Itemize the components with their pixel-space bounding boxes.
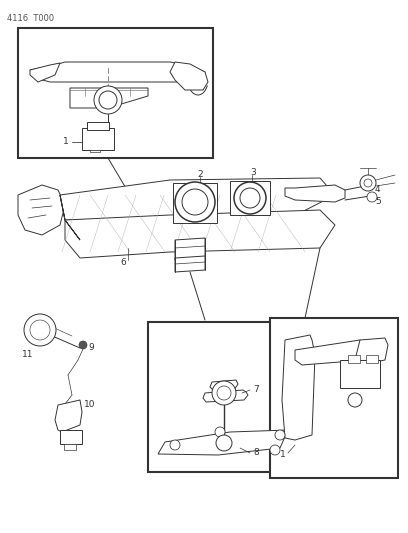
Polygon shape [60, 178, 335, 220]
Circle shape [24, 314, 56, 346]
Bar [348, 355, 360, 363]
Bar [230, 181, 270, 215]
Circle shape [170, 440, 180, 450]
Circle shape [275, 430, 285, 440]
Circle shape [175, 182, 215, 222]
Text: 5: 5 [375, 197, 381, 206]
Circle shape [182, 189, 208, 215]
Polygon shape [158, 430, 288, 455]
Polygon shape [70, 88, 148, 108]
Text: 6: 6 [120, 258, 126, 267]
Text: 3: 3 [250, 168, 256, 177]
Polygon shape [203, 390, 248, 402]
Bar [87, 122, 109, 130]
Polygon shape [65, 210, 335, 258]
Circle shape [364, 179, 372, 187]
Circle shape [216, 435, 232, 451]
Circle shape [270, 445, 280, 455]
Circle shape [240, 188, 260, 208]
Polygon shape [355, 338, 388, 365]
Text: 4116  T000: 4116 T000 [7, 14, 54, 23]
Circle shape [30, 320, 50, 340]
Text: 7: 7 [253, 385, 259, 394]
Bar [82, 128, 114, 150]
Polygon shape [55, 400, 82, 432]
Circle shape [215, 427, 225, 437]
Circle shape [94, 86, 122, 114]
Circle shape [217, 386, 231, 400]
Circle shape [99, 91, 117, 109]
Text: 11: 11 [22, 350, 33, 359]
Polygon shape [30, 62, 205, 82]
Text: 8: 8 [253, 448, 259, 457]
Polygon shape [175, 238, 205, 260]
Polygon shape [90, 150, 100, 152]
Bar [148, 322, 293, 472]
Polygon shape [18, 185, 65, 235]
Polygon shape [282, 335, 315, 440]
Text: 9: 9 [88, 343, 94, 352]
Bar [340, 360, 380, 388]
Circle shape [367, 192, 377, 202]
Polygon shape [64, 444, 76, 450]
Circle shape [79, 341, 87, 349]
Text: 10: 10 [84, 400, 95, 409]
Polygon shape [285, 185, 345, 202]
Text: 1: 1 [63, 137, 69, 146]
Bar [18, 28, 213, 158]
Polygon shape [295, 340, 368, 365]
Circle shape [234, 182, 266, 214]
Bar [60, 430, 82, 444]
Circle shape [212, 381, 236, 405]
Bar [270, 318, 398, 478]
Polygon shape [210, 380, 238, 391]
Bar [366, 355, 378, 363]
Text: 4: 4 [375, 185, 381, 194]
Circle shape [360, 175, 376, 191]
Text: 1: 1 [280, 450, 286, 459]
Polygon shape [60, 195, 80, 240]
Text: 2: 2 [197, 170, 203, 179]
Polygon shape [170, 62, 208, 90]
Circle shape [348, 393, 362, 407]
Bar [173, 183, 217, 223]
Polygon shape [175, 256, 205, 272]
Polygon shape [30, 63, 60, 82]
